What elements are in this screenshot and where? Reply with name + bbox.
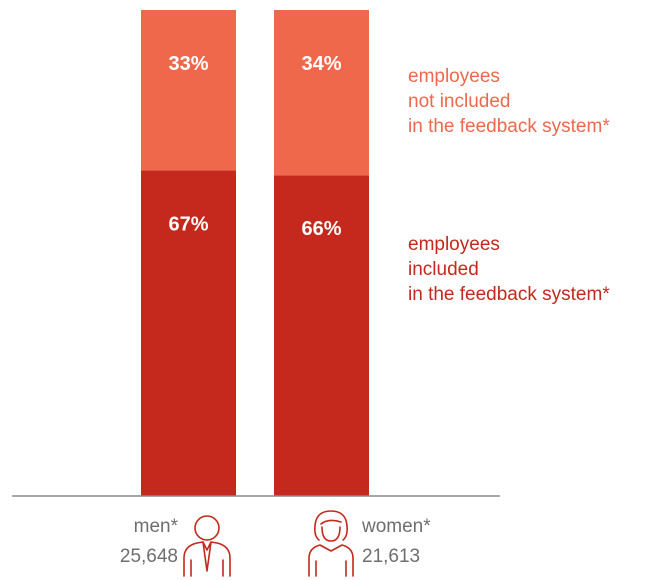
bar-label-women-not-included: 34% bbox=[301, 53, 341, 75]
woman-icon bbox=[308, 510, 354, 577]
category-men-label: men* bbox=[134, 516, 179, 537]
legend: employees not included in the feedback s… bbox=[408, 66, 610, 305]
man-icon bbox=[183, 515, 231, 577]
category-labels: men* 25,648 women* 21,613 bbox=[120, 516, 431, 567]
legend-not-included-line-1: employees bbox=[408, 66, 500, 87]
bar-men-not-included bbox=[141, 10, 236, 171]
bar-women-included bbox=[274, 175, 369, 497]
legend-not-included-line-2: not included bbox=[408, 91, 510, 112]
legend-not-included: employees not included in the feedback s… bbox=[408, 66, 610, 137]
category-men-count: 25,648 bbox=[120, 546, 178, 567]
bar-label-men-included: 67% bbox=[168, 213, 208, 235]
bar-labels: 67% 33% 66% 34% bbox=[168, 53, 341, 240]
category-women-label: women* bbox=[361, 516, 431, 537]
legend-included-line-2: included bbox=[408, 259, 479, 280]
bar-women-not-included bbox=[274, 10, 369, 176]
bar-label-men-not-included: 33% bbox=[168, 53, 208, 75]
bars bbox=[141, 10, 369, 497]
bar-label-women-included: 66% bbox=[301, 218, 341, 240]
legend-included-line-1: employees bbox=[408, 234, 500, 255]
bar-men-included bbox=[141, 170, 236, 496]
legend-included-line-3: in the feedback system* bbox=[408, 284, 610, 305]
legend-included: employees included in the feedback syste… bbox=[408, 234, 610, 305]
legend-not-included-line-3: in the feedback system* bbox=[408, 116, 610, 137]
category-women-count: 21,613 bbox=[362, 546, 420, 567]
